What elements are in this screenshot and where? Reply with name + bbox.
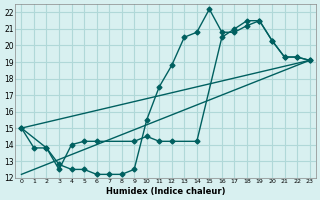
X-axis label: Humidex (Indice chaleur): Humidex (Indice chaleur) — [106, 187, 225, 196]
